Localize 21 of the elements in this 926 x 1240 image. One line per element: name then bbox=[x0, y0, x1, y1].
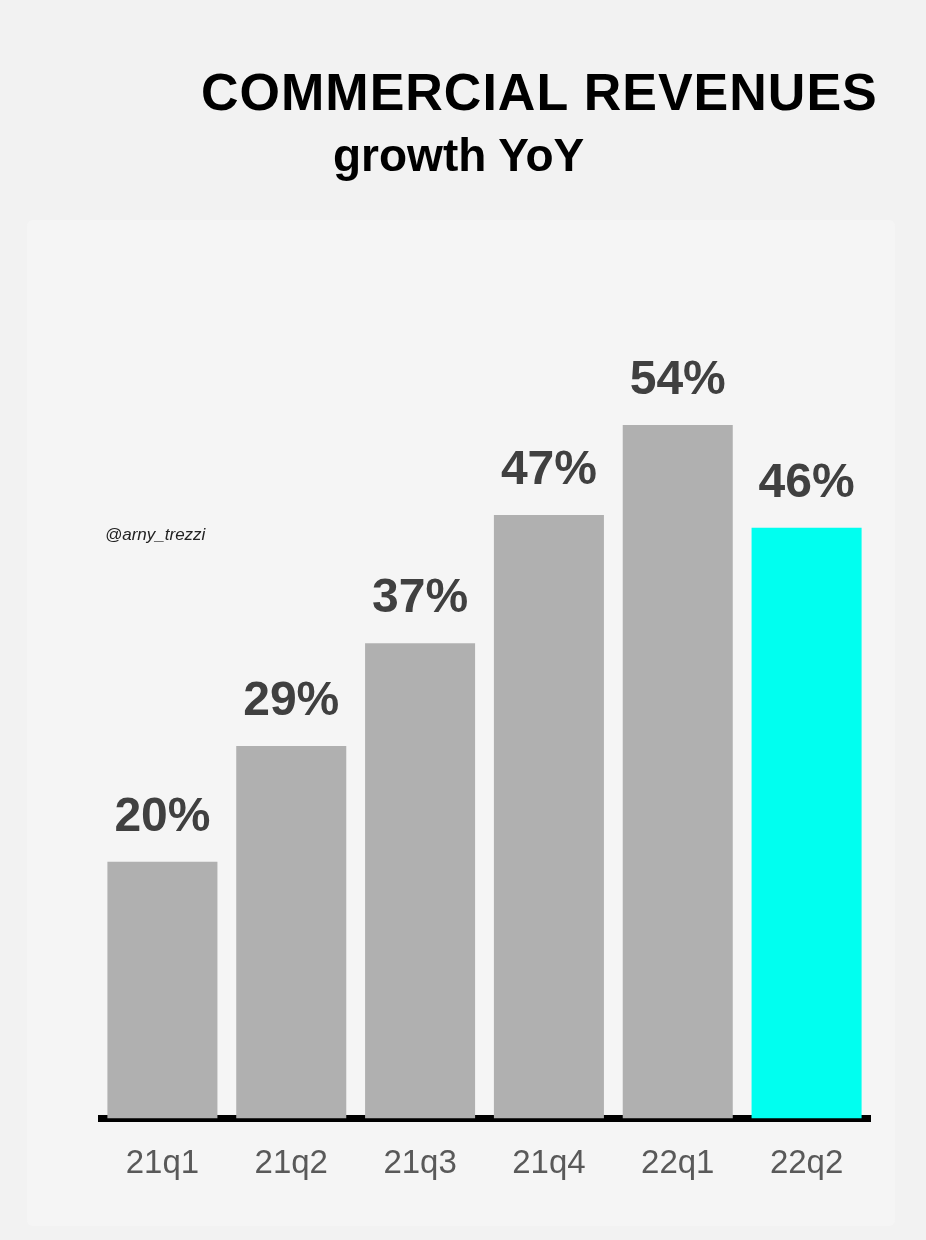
x-tick-label: 22q2 bbox=[769, 1143, 844, 1181]
bar bbox=[493, 514, 604, 1119]
bar bbox=[365, 643, 476, 1119]
data-label: 29% bbox=[243, 672, 340, 726]
bar bbox=[236, 746, 347, 1119]
data-label: 20% bbox=[114, 787, 211, 841]
data-label: 47% bbox=[500, 440, 597, 494]
bar bbox=[751, 527, 862, 1119]
chart-subtitle: growth YoY bbox=[333, 129, 585, 181]
chart-title: COMMERCIAL REVENUES bbox=[201, 63, 878, 121]
annotation: @arny_trezzi bbox=[105, 525, 206, 544]
x-tick-label: 21q2 bbox=[254, 1143, 328, 1181]
bar bbox=[622, 425, 733, 1119]
data-label: 54% bbox=[629, 351, 726, 404]
data-label: 46% bbox=[758, 453, 855, 507]
x-tick-label: 21q4 bbox=[512, 1143, 586, 1181]
x-tick-label: 22q1 bbox=[641, 1143, 715, 1181]
data-label: 37% bbox=[372, 569, 469, 623]
x-tick-label: 21q3 bbox=[383, 1143, 457, 1181]
bar bbox=[107, 861, 218, 1119]
x-tick-label: 21q1 bbox=[125, 1143, 200, 1181]
